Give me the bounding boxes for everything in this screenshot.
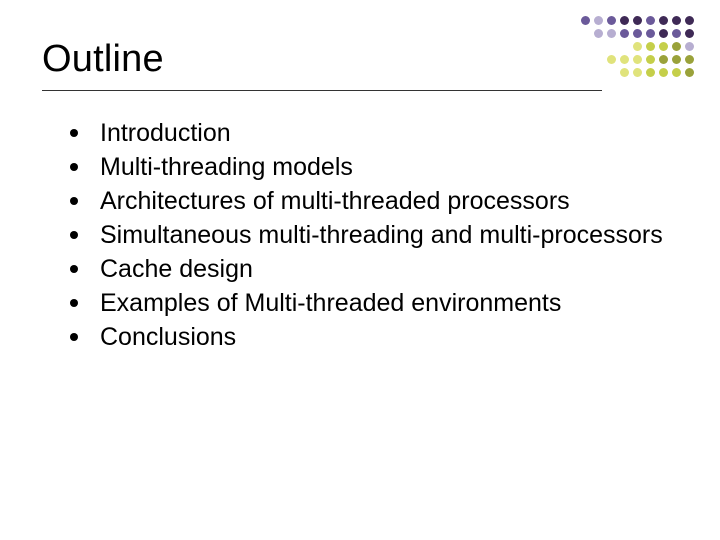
decorative-dot	[685, 68, 694, 77]
decorative-dot	[646, 16, 655, 25]
decorative-dot	[659, 29, 668, 38]
title-underline	[42, 90, 602, 91]
slide: Outline Introduction Multi-threading mod…	[0, 0, 720, 540]
decorative-dot	[594, 16, 603, 25]
decorative-dot	[620, 29, 629, 38]
decorative-dot	[672, 16, 681, 25]
decorative-dot	[672, 29, 681, 38]
decorative-dot	[685, 29, 694, 38]
decorative-dot	[594, 29, 603, 38]
list-item: Multi-threading models	[70, 151, 678, 183]
content-region: Introduction Multi-threading models Arch…	[42, 117, 678, 353]
dot-row	[581, 29, 694, 38]
decorative-dot	[685, 55, 694, 64]
dot-row	[581, 16, 694, 25]
bullet-list: Introduction Multi-threading models Arch…	[70, 117, 678, 353]
decorative-dot	[607, 16, 616, 25]
decorative-dot	[633, 16, 642, 25]
list-item: Conclusions	[70, 321, 678, 353]
decorative-dot	[646, 29, 655, 38]
list-item: Examples of Multi-threaded environments	[70, 287, 678, 319]
title-region: Outline	[42, 38, 678, 91]
list-item: Cache design	[70, 253, 678, 285]
decorative-dot	[620, 16, 629, 25]
decorative-dot	[685, 16, 694, 25]
decorative-dot	[633, 29, 642, 38]
decorative-dot	[607, 29, 616, 38]
decorative-dot	[685, 42, 694, 51]
decorative-dot	[659, 16, 668, 25]
list-item: Architectures of multi-threaded processo…	[70, 185, 678, 217]
list-item: Simultaneous multi-threading and multi-p…	[70, 219, 678, 251]
list-item: Introduction	[70, 117, 678, 149]
decorative-dot	[581, 16, 590, 25]
slide-title: Outline	[42, 38, 678, 81]
